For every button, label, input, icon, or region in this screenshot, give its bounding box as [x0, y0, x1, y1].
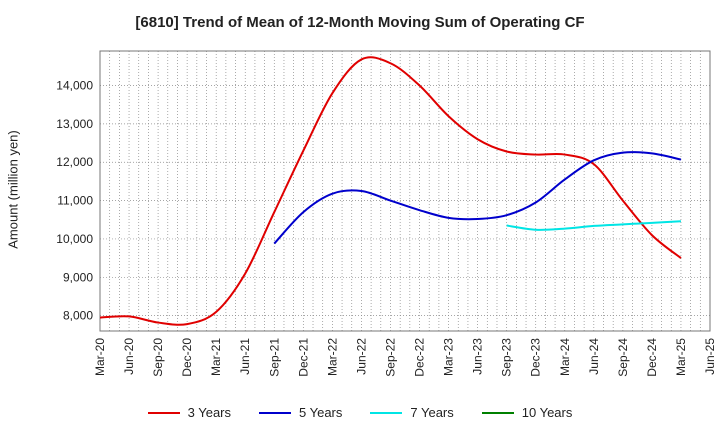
x-tick-label: Jun-24	[587, 338, 601, 375]
x-tick-label: Dec-21	[296, 338, 310, 377]
x-tick-label: Sep-24	[616, 338, 630, 377]
y-tick-label: 12,000	[56, 155, 93, 169]
y-tick-label: 11,000	[57, 194, 93, 208]
legend-label: 5 Years	[299, 405, 343, 420]
legend: 3 Years 5 Years 7 Years 10 Years	[0, 405, 720, 420]
legend-swatch	[259, 411, 291, 414]
y-tick-label: 14,000	[56, 79, 93, 93]
x-tick-label: Mar-25	[674, 338, 688, 376]
x-tick-label: Sep-21	[267, 338, 281, 377]
series-lines	[99, 56, 682, 326]
x-tick-label: Mar-20	[93, 338, 107, 376]
x-tick-label: Jun-20	[122, 338, 136, 375]
legend-item: 5 Years	[259, 405, 342, 420]
x-tick-label: Mar-22	[325, 338, 339, 376]
y-tick-label: 8,000	[63, 309, 93, 323]
series-line-3-years	[99, 56, 682, 326]
grid-lines	[100, 51, 710, 331]
series-line-5-years	[273, 151, 682, 245]
x-tick-label: Sep-22	[383, 338, 397, 377]
y-tick-label: 9,000	[63, 270, 93, 284]
legend-label: 7 Years	[410, 405, 454, 420]
y-tick-label: 10,000	[56, 232, 93, 246]
x-tick-label: Sep-20	[151, 338, 165, 377]
y-tick-label: 13,000	[56, 117, 93, 131]
legend-item: 3 Years	[147, 405, 231, 420]
legend-label: 10 Years	[521, 405, 573, 420]
x-tick-label: Mar-21	[209, 338, 223, 376]
x-axis-ticks: Mar-20 Jun-20 Sep-20 Dec-20 Mar-21 Jun-21 Sep-…	[93, 338, 717, 377]
legend-item: 7 Years	[370, 405, 454, 420]
x-tick-label: Dec-22	[413, 338, 427, 377]
x-tick-label: Mar-23	[442, 338, 456, 376]
series-line-7-years	[506, 220, 682, 231]
plot-frame	[99, 50, 711, 332]
y-axis-ticks: 8,000 9,000 10,000 11,000 12,000 13,000 14,000	[56, 79, 93, 323]
x-tick-label: Jun-23	[471, 338, 485, 375]
legend-item: 10 Years	[481, 405, 573, 420]
legend-swatch	[147, 411, 180, 414]
x-tick-label: Sep-23	[500, 338, 514, 377]
x-tick-label: Jun-22	[354, 338, 368, 375]
x-tick-label: Dec-24	[645, 338, 659, 377]
x-tick-label: Jun-25	[703, 338, 717, 375]
x-tick-label: Jun-21	[238, 338, 252, 375]
x-tick-label: Dec-23	[529, 338, 543, 377]
x-tick-label: Mar-24	[558, 338, 572, 376]
chart-title: [6810] Trend of Mean of 12-Month Moving …	[135, 14, 585, 31]
x-tick-label: Dec-20	[180, 338, 194, 377]
legend-swatch	[481, 411, 514, 414]
legend-label: 3 Years	[187, 405, 231, 420]
legend-swatch	[370, 411, 403, 414]
